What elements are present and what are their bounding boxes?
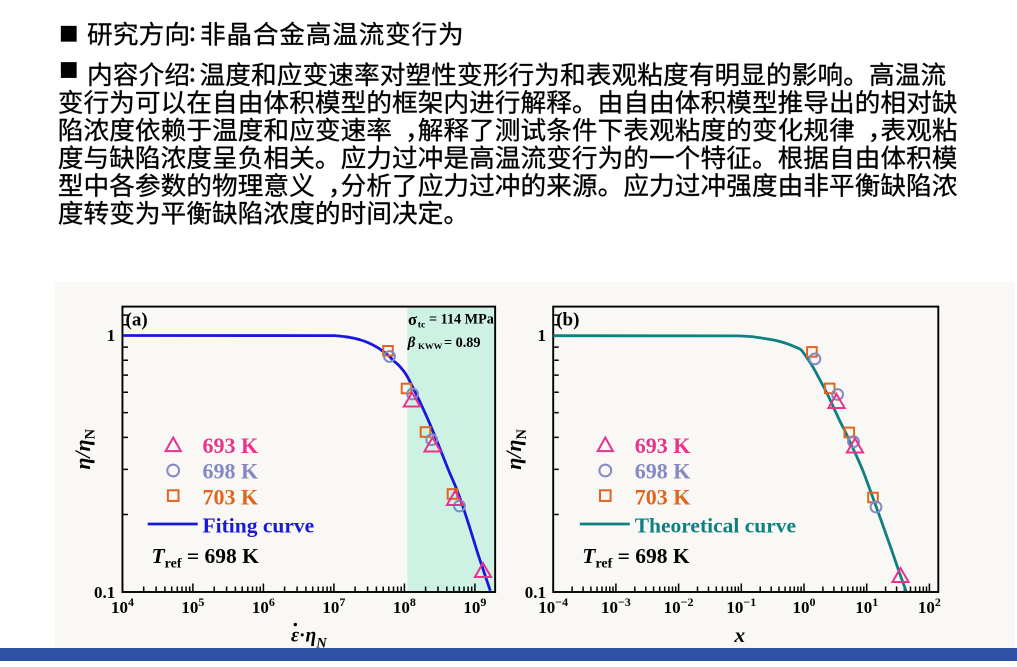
svg-text:Fiting curve: Fiting curve xyxy=(203,514,315,538)
svg-text:693 K: 693 K xyxy=(635,433,691,458)
svg-text:(b): (b) xyxy=(556,310,579,331)
svg-text:σ: σ xyxy=(408,310,417,329)
svg-text:Tref = 698 K: Tref = 698 K xyxy=(582,544,690,572)
svg-text:KWW: KWW xyxy=(418,341,443,351)
svg-text:703 K: 703 K xyxy=(203,485,259,510)
svg-text:698 K: 698 K xyxy=(635,459,691,484)
svg-text:698 K: 698 K xyxy=(203,459,259,484)
svg-text:(a): (a) xyxy=(126,310,148,331)
svg-text:tc: tc xyxy=(418,320,425,330)
svg-text:= 0.89: = 0.89 xyxy=(444,335,480,351)
svg-text:0.1: 0.1 xyxy=(94,583,115,602)
svg-text:0.1: 0.1 xyxy=(525,583,546,602)
svg-text:1: 1 xyxy=(538,326,547,345)
svg-text:703 K: 703 K xyxy=(635,485,691,510)
svg-text:693 K: 693 K xyxy=(203,433,259,458)
svg-text:= 114 MPa: = 114 MPa xyxy=(429,312,494,328)
svg-text:Theoretical curve: Theoretical curve xyxy=(635,514,796,538)
svg-text:β: β xyxy=(407,335,416,351)
svg-text:1: 1 xyxy=(107,326,116,345)
svg-text:x: x xyxy=(733,623,745,647)
